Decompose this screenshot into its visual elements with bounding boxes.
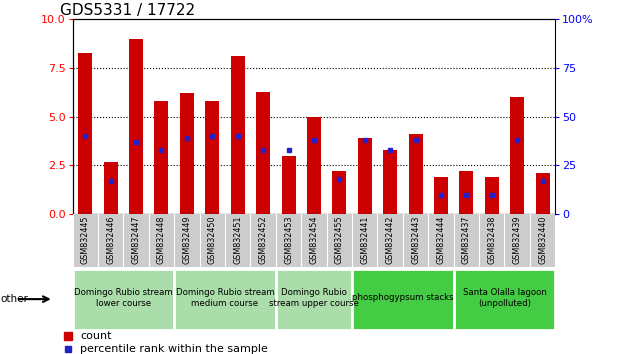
- Text: other: other: [0, 294, 28, 304]
- Bar: [408, 135, 423, 214]
- Text: GSM832443: GSM832443: [411, 216, 420, 264]
- Bar: [454, 269, 555, 330]
- Text: GSM832448: GSM832448: [157, 216, 166, 264]
- Bar: [510, 97, 524, 214]
- Text: GSM832450: GSM832450: [208, 216, 217, 264]
- Text: GSM832455: GSM832455: [335, 216, 344, 264]
- Text: Domingo Rubio
stream upper course: Domingo Rubio stream upper course: [269, 288, 359, 308]
- Bar: [276, 269, 352, 330]
- Bar: [73, 269, 174, 330]
- Text: GSM832438: GSM832438: [487, 216, 496, 264]
- Text: GSM832445: GSM832445: [81, 216, 90, 264]
- Bar: [307, 117, 321, 214]
- Bar: [78, 52, 92, 214]
- Text: GSM832442: GSM832442: [386, 216, 394, 264]
- Text: GDS5331 / 17722: GDS5331 / 17722: [60, 3, 195, 18]
- Bar: [434, 177, 448, 214]
- Text: GSM832440: GSM832440: [538, 216, 547, 264]
- Text: GSM832437: GSM832437: [462, 216, 471, 264]
- Bar: [459, 171, 473, 214]
- Text: GSM832451: GSM832451: [233, 216, 242, 264]
- Bar: [205, 101, 220, 214]
- Text: Santa Olalla lagoon
(unpolluted): Santa Olalla lagoon (unpolluted): [463, 288, 546, 308]
- Text: GSM832453: GSM832453: [284, 216, 293, 264]
- Bar: [333, 171, 346, 214]
- Text: percentile rank within the sample: percentile rank within the sample: [80, 344, 268, 354]
- Text: GSM832444: GSM832444: [437, 216, 445, 264]
- Text: GSM832439: GSM832439: [512, 216, 522, 264]
- Bar: [174, 269, 276, 330]
- Bar: [231, 56, 245, 214]
- Text: Domingo Rubio stream
lower course: Domingo Rubio stream lower course: [74, 288, 173, 308]
- Bar: [358, 138, 372, 214]
- Bar: [383, 150, 397, 214]
- Bar: [256, 92, 270, 214]
- Text: phosphogypsum stacks: phosphogypsum stacks: [352, 293, 454, 302]
- Bar: [180, 93, 194, 214]
- Text: Domingo Rubio stream
medium course: Domingo Rubio stream medium course: [175, 288, 274, 308]
- Bar: [129, 39, 143, 214]
- Text: GSM832447: GSM832447: [132, 216, 141, 264]
- Text: GSM832452: GSM832452: [259, 216, 268, 264]
- Bar: [281, 156, 295, 214]
- Text: GSM832454: GSM832454: [309, 216, 319, 264]
- Text: GSM832449: GSM832449: [182, 216, 191, 264]
- Text: GSM832441: GSM832441: [360, 216, 369, 264]
- Text: count: count: [80, 331, 112, 341]
- Bar: [536, 173, 550, 214]
- Bar: [103, 161, 117, 214]
- Bar: [155, 101, 168, 214]
- Bar: [485, 177, 498, 214]
- Bar: [352, 269, 454, 330]
- Text: GSM832446: GSM832446: [106, 216, 115, 264]
